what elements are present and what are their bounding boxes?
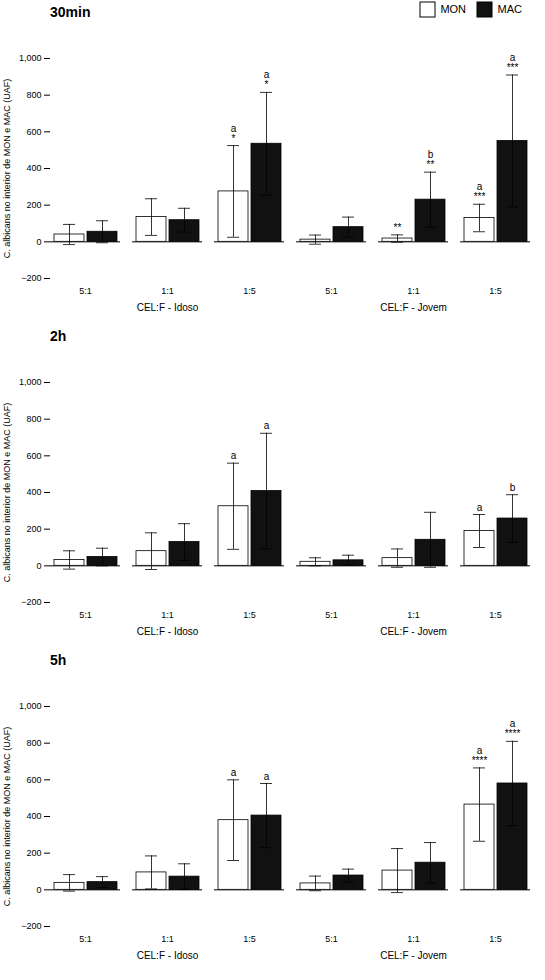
html-text:2h: 2h: [50, 328, 67, 344]
svg-text:800: 800: [26, 738, 41, 748]
svg-text:0: 0: [36, 237, 41, 247]
svg-text:1:5: 1:5: [243, 934, 256, 944]
svg-text:400: 400: [26, 487, 41, 497]
svg-text:a*: a*: [264, 69, 270, 90]
svg-text:1:1: 1:1: [407, 934, 420, 944]
svg-text:b**: b**: [427, 149, 435, 170]
svg-text:1:1: 1:1: [161, 286, 174, 296]
svg-text:CEL:F - Idoso: CEL:F - Idoso: [137, 626, 199, 637]
svg-text:−200: −200: [21, 921, 41, 931]
svg-text:600: 600: [26, 127, 41, 137]
svg-text:400: 400: [26, 811, 41, 821]
html-text:MON: MON: [440, 3, 466, 16]
svg-text:200: 200: [26, 848, 41, 858]
svg-text:1:5: 1:5: [243, 286, 256, 296]
svg-text:5:1: 5:1: [325, 286, 338, 296]
svg-text:1,000: 1,000: [19, 377, 42, 387]
svg-text:C. albicans no interior de MON: C. albicans no interior de MON e MAC (UA…: [2, 727, 12, 907]
svg-text:a: a: [477, 502, 483, 513]
svg-text:a: a: [231, 767, 237, 778]
svg-text:5:1: 5:1: [325, 934, 338, 944]
svg-text:1,000: 1,000: [19, 53, 42, 63]
svg-text:5:1: 5:1: [79, 610, 92, 620]
svg-text:200: 200: [26, 524, 41, 534]
html-text:MAC: MAC: [497, 3, 522, 16]
svg-text:0: 0: [36, 561, 41, 571]
svg-text:600: 600: [26, 451, 41, 461]
svg-text:1:1: 1:1: [407, 286, 420, 296]
svg-text:a: a: [264, 771, 270, 782]
svg-text:a***: a***: [507, 52, 519, 73]
svg-text:a****: a****: [472, 745, 488, 766]
svg-text:a: a: [231, 450, 237, 461]
svg-text:1,000: 1,000: [19, 701, 42, 711]
svg-text:a*: a*: [231, 123, 237, 144]
svg-text:CEL:F - Idoso: CEL:F - Idoso: [137, 302, 199, 313]
svg-text:CEL:F - Idoso: CEL:F - Idoso: [137, 950, 199, 961]
html-text:5h: 5h: [50, 652, 67, 668]
svg-text:a***: a***: [474, 181, 486, 202]
svg-text:a: a: [264, 420, 270, 431]
svg-text:CEL:F - Jovem: CEL:F - Jovem: [380, 626, 447, 637]
svg-text:a****: a****: [505, 718, 521, 739]
svg-text:800: 800: [26, 414, 41, 424]
svg-text:1:5: 1:5: [489, 286, 502, 296]
svg-text:1:1: 1:1: [161, 934, 174, 944]
svg-text:b: b: [510, 482, 516, 493]
svg-text:5:1: 5:1: [325, 610, 338, 620]
svg-text:1:5: 1:5: [243, 610, 256, 620]
svg-text:C. albicans no interior de MON: C. albicans no interior de MON e MAC (UA…: [2, 403, 12, 583]
svg-text:1:1: 1:1: [161, 610, 174, 620]
svg-text:CEL:F - Jovem: CEL:F - Jovem: [380, 950, 447, 961]
svg-text:5:1: 5:1: [79, 286, 92, 296]
svg-text:1:1: 1:1: [407, 610, 420, 620]
svg-text:5:1: 5:1: [79, 934, 92, 944]
svg-text:200: 200: [26, 200, 41, 210]
svg-text:600: 600: [26, 775, 41, 785]
svg-text:**: **: [394, 222, 402, 233]
svg-text:0: 0: [36, 885, 41, 895]
svg-text:−200: −200: [21, 597, 41, 607]
html-text:30min: 30min: [50, 4, 91, 20]
svg-text:1:5: 1:5: [489, 610, 502, 620]
svg-text:400: 400: [26, 163, 41, 173]
svg-text:−200: −200: [21, 273, 41, 283]
svg-text:800: 800: [26, 90, 41, 100]
svg-text:CEL:F - Jovem: CEL:F - Jovem: [380, 302, 447, 313]
svg-text:1:5: 1:5: [489, 934, 502, 944]
svg-text:C. albicans no interior de MON: C. albicans no interior de MON e MAC (UA…: [2, 79, 12, 259]
